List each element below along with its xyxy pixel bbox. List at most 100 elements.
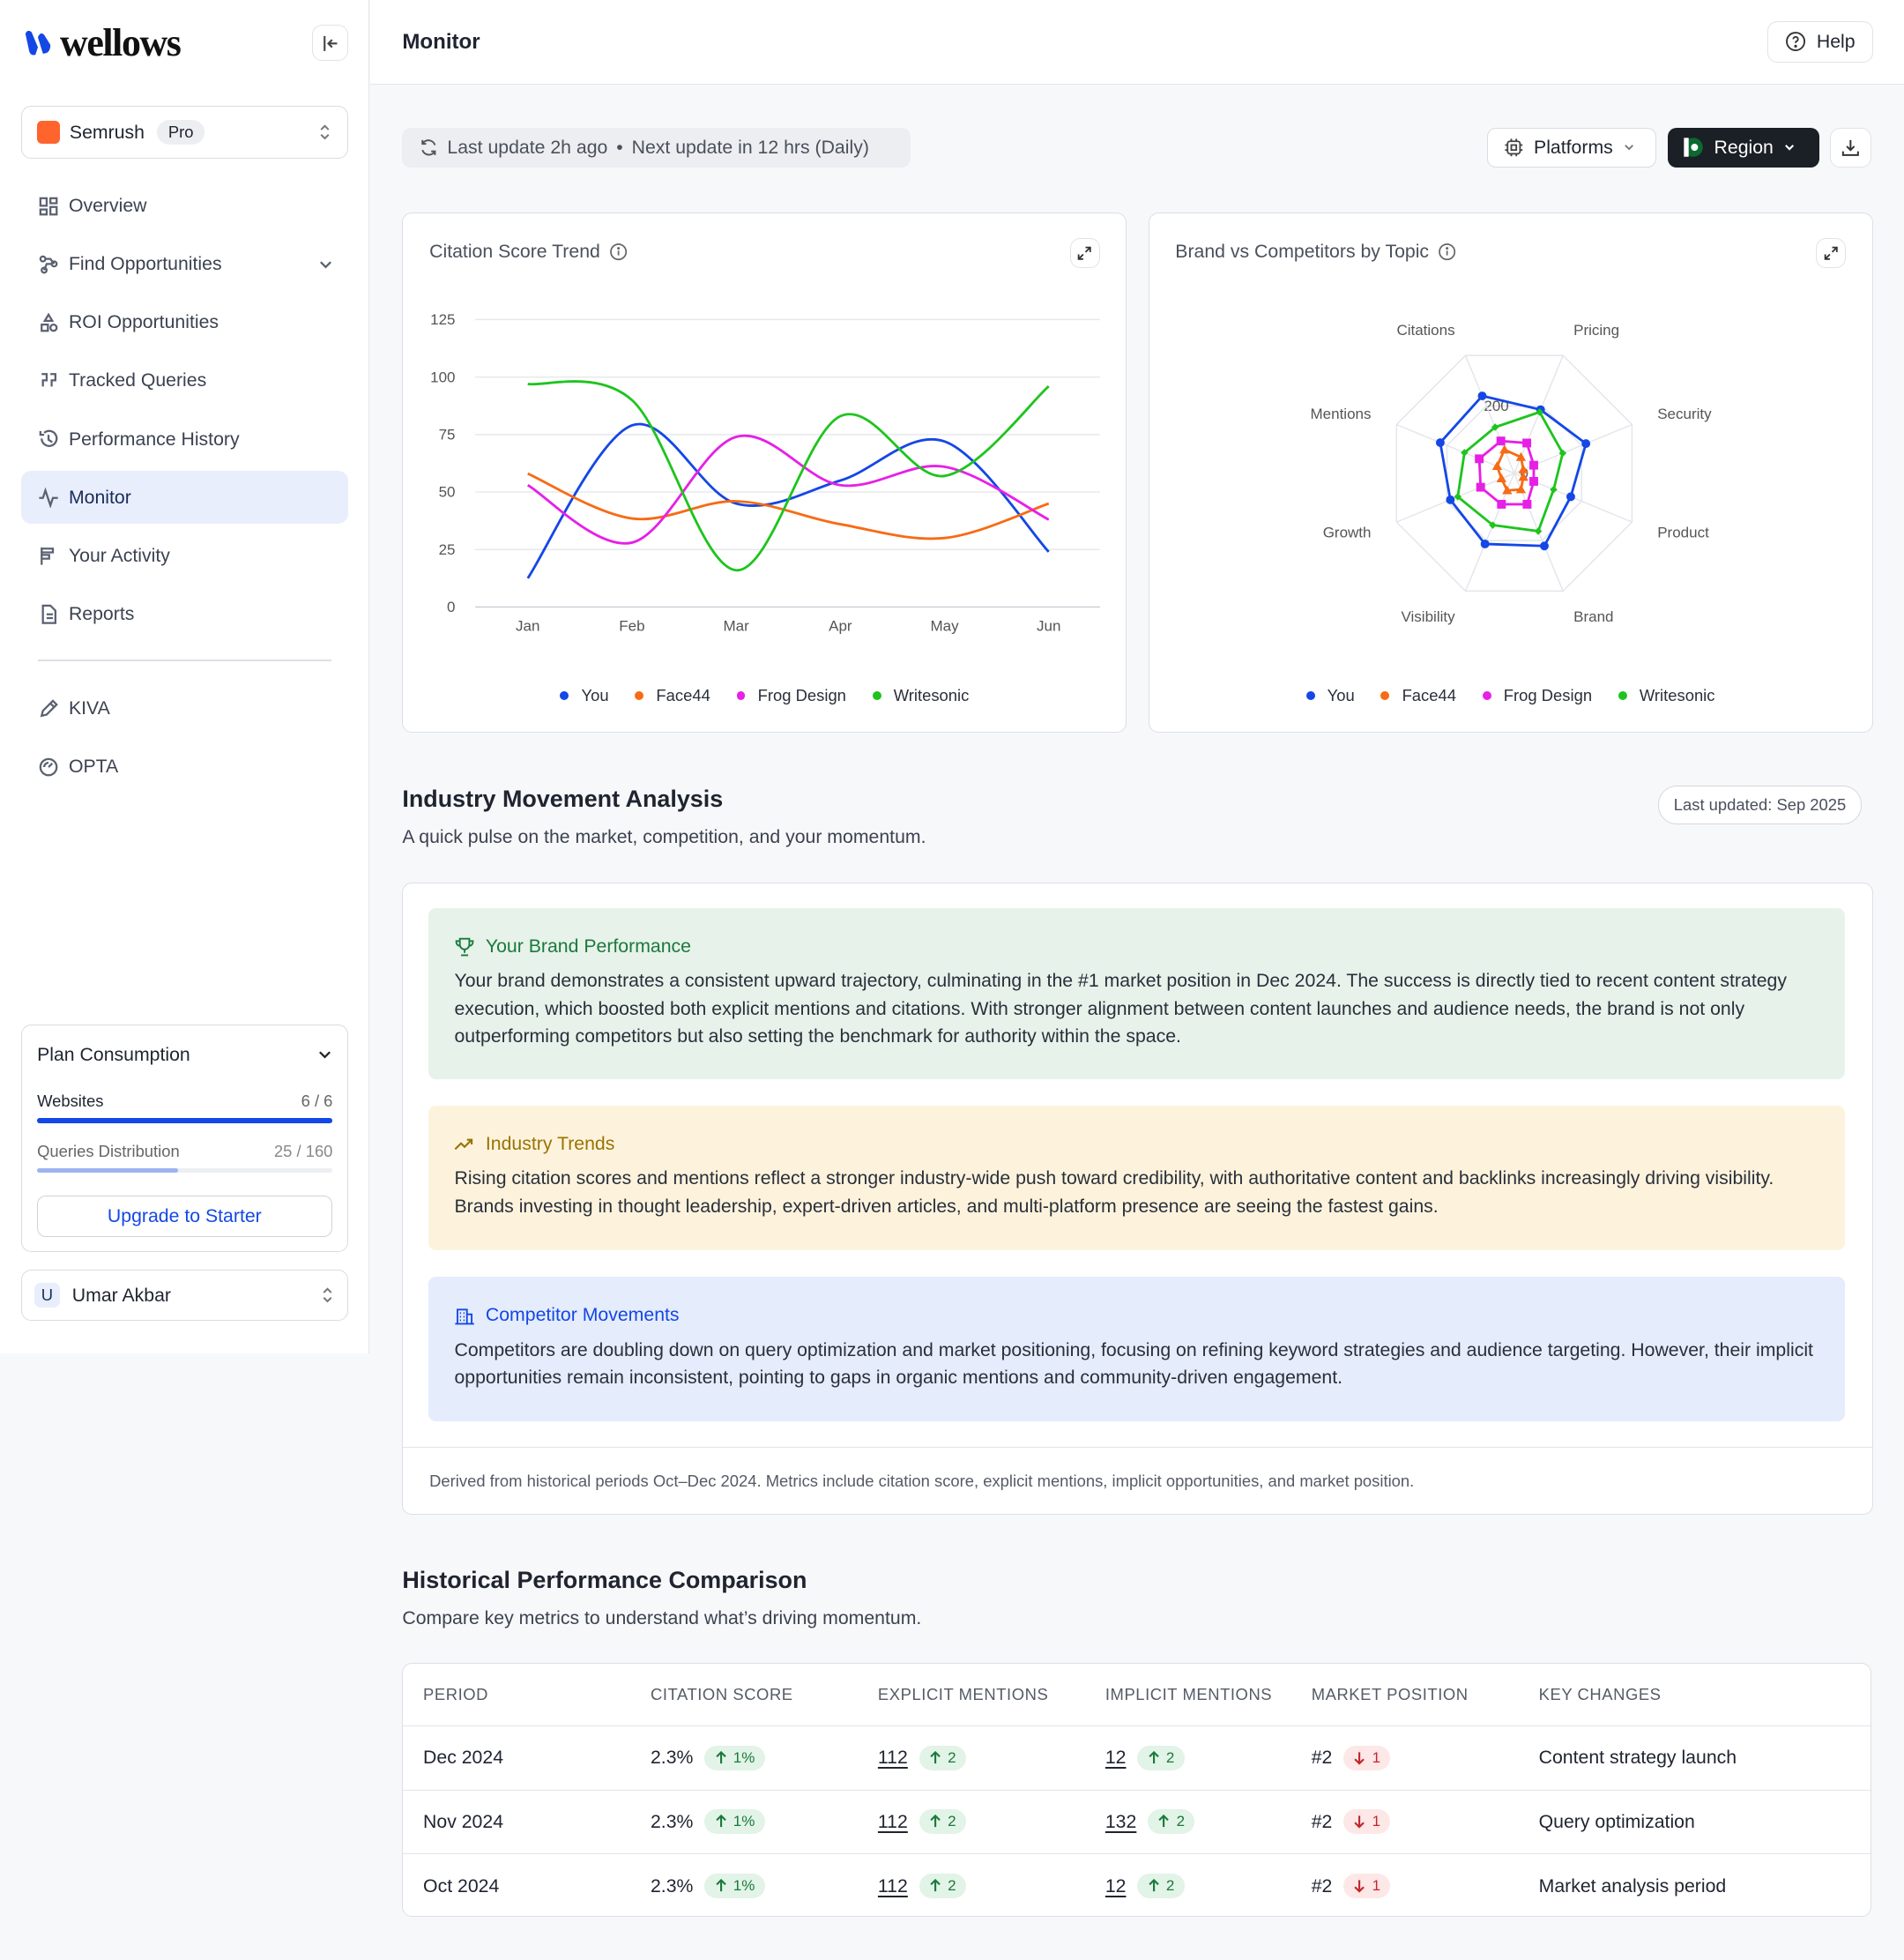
user-menu[interactable]: U Umar Akbar bbox=[21, 1269, 349, 1322]
cell-value[interactable]: 112 bbox=[877, 1747, 908, 1769]
upgrade-button[interactable]: Upgrade to Starter bbox=[37, 1195, 332, 1237]
change-value: 1% bbox=[733, 1813, 755, 1830]
nav-icon bbox=[40, 312, 57, 332]
table-cell: 2.3% 1% bbox=[651, 1745, 878, 1771]
nav-item[interactable]: Reports bbox=[21, 587, 348, 640]
cell-value[interactable]: 112 bbox=[877, 1810, 908, 1832]
radar-point bbox=[1521, 499, 1531, 509]
x-tick-label: Feb bbox=[620, 617, 645, 634]
radar-point bbox=[1454, 493, 1461, 501]
table-cell: #2 1 bbox=[1312, 1873, 1539, 1899]
table-header: PERIOD CITATION SCORE EXPLICIT MENTIONS IMP… bbox=[403, 1664, 1871, 1727]
axis-label: Pricing bbox=[1573, 322, 1619, 339]
change-value: 1 bbox=[1372, 1877, 1381, 1894]
nav-item[interactable]: Your Activity bbox=[21, 529, 348, 582]
insight-text: Your brand demonstrates a consistent upw… bbox=[454, 970, 1787, 1047]
avatar: U bbox=[34, 1282, 60, 1308]
nav-item[interactable]: Monitor bbox=[21, 471, 349, 524]
section-subtitle: A quick pulse on the market, competition… bbox=[402, 825, 926, 847]
nav-label: Your Activity bbox=[68, 544, 170, 566]
change-value: 1 bbox=[1372, 1748, 1381, 1766]
change-badge: 1% bbox=[704, 1808, 765, 1835]
table-cell: 132 2 bbox=[1104, 1808, 1312, 1835]
legend-swatch bbox=[1482, 690, 1491, 700]
help-button[interactable]: Help bbox=[1767, 21, 1873, 63]
nav-icon bbox=[39, 757, 57, 776]
radar-point bbox=[1534, 527, 1542, 535]
nav-icon bbox=[38, 487, 58, 509]
workspace-selector[interactable]: Semrush Pro bbox=[21, 106, 349, 159]
cell-value: #2 bbox=[1311, 1810, 1333, 1832]
legend: You Face44 Frog Design Writesonic bbox=[1149, 686, 1872, 705]
table-cell: 2.3% 1% bbox=[651, 1873, 878, 1899]
usage-label: Queries Distribution bbox=[37, 1141, 180, 1160]
y-tick-label: 125 bbox=[431, 311, 456, 328]
radar-point bbox=[1518, 464, 1528, 473]
change-badge: 2 bbox=[919, 1745, 966, 1771]
table-cell: 12 2 bbox=[1104, 1873, 1312, 1899]
cell-value[interactable]: 132 bbox=[1104, 1810, 1137, 1832]
column-header: CITATION SCORE bbox=[650, 1685, 793, 1704]
chevron bbox=[320, 261, 332, 269]
plan-badge: Pro bbox=[157, 120, 205, 145]
cell-text: Oct 2024 bbox=[423, 1874, 500, 1897]
y-tick-label: 25 bbox=[439, 541, 456, 558]
trend-arrow bbox=[1354, 1815, 1365, 1829]
cell-value[interactable]: 12 bbox=[1104, 1874, 1127, 1897]
legend-label: Face44 bbox=[1402, 685, 1456, 704]
nav-label: Overview bbox=[68, 195, 147, 217]
trend-arrow bbox=[1148, 1879, 1159, 1892]
nav-item[interactable]: Find Opportunities bbox=[21, 238, 348, 291]
nav-icon bbox=[39, 255, 57, 274]
collapse-button[interactable] bbox=[312, 25, 349, 62]
nav-item[interactable]: Overview bbox=[21, 180, 348, 233]
nav-item[interactable]: Performance History bbox=[21, 413, 348, 466]
nav-icon bbox=[39, 429, 57, 447]
cell-text: Query optimization bbox=[1538, 1810, 1695, 1832]
radar-point bbox=[1496, 436, 1506, 446]
table-cell: Content strategy launch bbox=[1539, 1747, 1871, 1769]
nav-icon bbox=[41, 373, 56, 387]
nav-item[interactable]: Tracked Queries bbox=[21, 354, 348, 407]
nav-item[interactable]: OPTA bbox=[21, 741, 348, 794]
top-bar: Monitor Help bbox=[369, 0, 1904, 85]
legend-label: Face44 bbox=[656, 685, 710, 704]
line-series bbox=[527, 472, 1050, 540]
expand-button[interactable] bbox=[1069, 238, 1100, 269]
radar-point bbox=[1474, 454, 1484, 464]
radar-point bbox=[1566, 492, 1575, 502]
legend-item: Frog Design bbox=[1482, 686, 1592, 705]
trend-arrow bbox=[1354, 1880, 1365, 1893]
line-chart: 0 25 50 75 100 125 Jan Feb Mar Apr May Jun bbox=[431, 311, 1101, 634]
line-series bbox=[527, 434, 1050, 545]
column-header: EXPLICIT MENTIONS bbox=[877, 1685, 1049, 1704]
radar-point bbox=[1477, 391, 1486, 400]
change-badge: 1% bbox=[704, 1745, 765, 1771]
history-table: PERIOD CITATION SCORE EXPLICIT MENTIONS IMP… bbox=[402, 1663, 1872, 1918]
spoke bbox=[1395, 423, 1514, 474]
radar-point bbox=[1445, 495, 1454, 504]
nav-item[interactable]: KIVA bbox=[21, 682, 348, 735]
expand-button[interactable] bbox=[1815, 238, 1846, 269]
cell-value[interactable]: 112 bbox=[877, 1874, 908, 1897]
table-cell: Dec 2024 bbox=[423, 1747, 651, 1769]
nav-item[interactable]: ROI Opportunities bbox=[21, 296, 348, 349]
change-badge: 2 bbox=[919, 1873, 966, 1899]
download-button[interactable] bbox=[1830, 127, 1872, 168]
region-button[interactable]: Region bbox=[1668, 127, 1819, 168]
trend-arrow bbox=[930, 1751, 941, 1764]
change-value: 2 bbox=[1165, 1877, 1175, 1894]
change-badge: 2 bbox=[1137, 1745, 1185, 1771]
cell-value: 2.3% bbox=[650, 1810, 694, 1832]
cell-value: #2 bbox=[1311, 1747, 1333, 1769]
trend-arrow bbox=[715, 1879, 726, 1892]
usage-bar bbox=[37, 1118, 332, 1123]
platforms-button[interactable]: Platforms bbox=[1486, 127, 1657, 168]
sidebar: wellows Semrush Pro Overview Find Opportu… bbox=[0, 0, 370, 1353]
plan-title: Plan Consumption bbox=[37, 1044, 190, 1066]
change-badge: 1 bbox=[1343, 1745, 1391, 1771]
trend-arrow bbox=[1354, 1752, 1365, 1765]
cell-value[interactable]: 12 bbox=[1104, 1747, 1127, 1769]
